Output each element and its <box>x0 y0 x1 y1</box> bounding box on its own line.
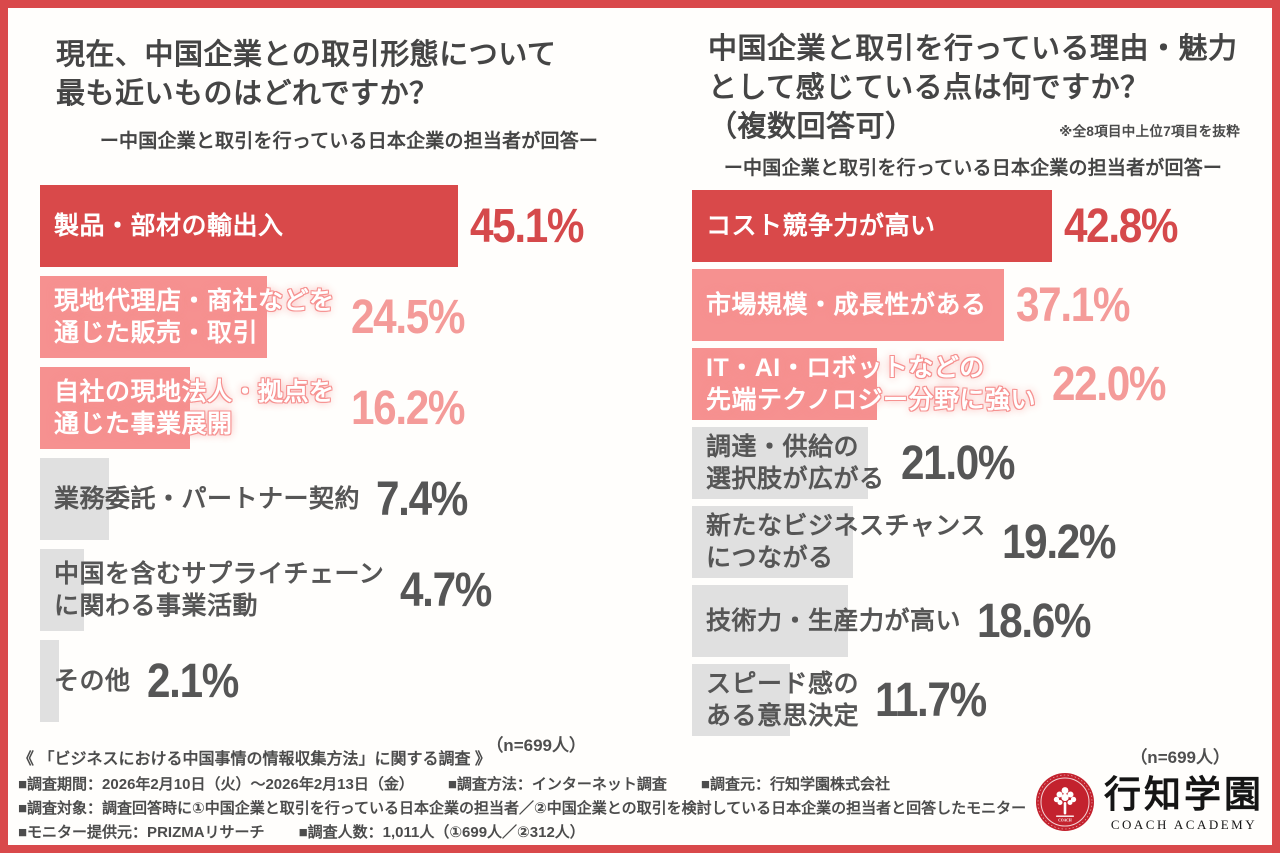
chart-left: 現在、中国企業との取引形態について 最も近いものはどれですか？ ー中国企業と取引… <box>40 36 658 756</box>
bar <box>692 190 1052 263</box>
bar-value: 42.8% <box>1064 199 1178 253</box>
bar-label: スピード感の ある意思決定 <box>706 669 860 731</box>
brand-name-en: COACH ACADEMY <box>1110 816 1258 832</box>
bar-row: 自社の現地法人・拠点を 通じた事業展開 16.2% <box>40 367 658 450</box>
brand-logo: COACH 行知学園 COACH ACADEMY <box>1035 772 1264 837</box>
bar-row: コスト競争力が高い 42.8% <box>692 190 1254 263</box>
bar-label: 自社の現地法人・拠点を 通じた事業展開 <box>54 377 335 439</box>
bar-wrap: 調達・供給の 選択肢が広がる <box>692 427 889 500</box>
bar-label: 新たなビジネスチャンス につながる <box>706 511 986 573</box>
bar-row: 技術力・生産力が高い 18.6% <box>692 585 1254 658</box>
survey-period: ■調査期間：2026年2月10日（火）〜2026年2月13日（金） <box>18 775 414 793</box>
chart-right-bars: コスト競争力が高い 42.8% 市場規模・成長性がある 37.1% IT・AI・ロボット… <box>692 190 1254 737</box>
survey-meta-row3: ■モニター提供元：PRIZMAリサーチ ■調査人数：1,011人（①699人／②… <box>18 821 1058 845</box>
bar-value: 16.2% <box>350 381 465 435</box>
bar <box>40 640 59 723</box>
brand-logo-text: 行知学園 COACH ACADEMY <box>1104 777 1264 833</box>
bar-label: その他 <box>54 667 131 696</box>
bar-value: 24.5% <box>350 290 465 344</box>
bar-label: 調達・供給の 選択肢が広がる <box>706 432 885 494</box>
bar <box>40 458 109 541</box>
bar-label: 市場規模・成長性がある <box>706 291 987 320</box>
chart-right-sample-size: （n=699人） <box>1130 748 1230 768</box>
survey-monitor-provider: ■モニター提供元：PRIZMAリサーチ <box>18 823 265 841</box>
bar-row: 現地代理店・商社などを 通じた販売・取引 24.5% <box>40 276 658 359</box>
survey-method: ■調査方法：インターネット調査 <box>447 775 667 793</box>
bar-label: 技術力・生産力が高い <box>706 607 962 636</box>
bar-value: 18.6% <box>977 594 1091 648</box>
bar <box>40 549 84 632</box>
bar <box>692 427 868 500</box>
survey-meta-row1: ■調査期間：2026年2月10日（火）〜2026年2月13日（金） ■調査方法：… <box>18 773 1058 797</box>
bar <box>692 348 877 421</box>
survey-source: ■調査元：行知学園株式会社 <box>700 775 890 793</box>
bar-label: IT・AI・ロボットなどの 先端テクノロジー分野に強い <box>706 353 1037 415</box>
bar-label: 現地代理店・商社などを 通じた販売・取引 <box>54 286 335 348</box>
survey-title: 《 「ビジネスにおける中国事情の情報収集方法」に関する調査 》 <box>18 751 491 768</box>
chart-right: 中国企業と取引を行っている理由・魅力 として感じている点は何ですか？ （複数回答… <box>692 30 1254 768</box>
chart-left-subtitle: ー中国企業と取引を行っている日本企業の担当者が回答ー <box>99 131 599 153</box>
bar-row: IT・AI・ロボットなどの 先端テクノロジー分野に強い 22.0% <box>692 348 1254 421</box>
chart-right-title-multi: （複数回答可） <box>708 111 915 144</box>
bar <box>40 185 458 268</box>
bar-value: 21.0% <box>900 436 1015 490</box>
svg-text:COACH: COACH <box>1058 819 1072 823</box>
bar <box>692 585 848 658</box>
bar-row: 製品・部材の輸出入 45.1% <box>40 185 658 268</box>
bar-row: 調達・供給の 選択肢が広がる 21.0% <box>692 427 1254 500</box>
bar-label: 製品・部材の輸出入 <box>54 212 284 241</box>
bar-row: 新たなビジネスチャンス につながる 19.2% <box>692 506 1254 579</box>
bar-wrap: コスト競争力が高い <box>692 190 1052 263</box>
bar-label: 中国を含むサプライチェーン に関わる事業活動 <box>54 559 385 621</box>
chart-left-bars: 製品・部材の輸出入 45.1% 現地代理店・商社などを 通じた販売・取引 24.5% 自… <box>40 185 658 723</box>
bar-label: コスト競争力が高い <box>706 212 936 241</box>
bar-value: 2.1% <box>146 654 239 708</box>
chart-left-sample-size: （n=699人） <box>486 736 586 756</box>
bar-wrap: 新たなビジネスチャンス につながる <box>692 506 990 579</box>
bar-row: スピード感の ある意思決定 11.7% <box>692 664 1254 737</box>
bar-wrap: 市場規模・成長性がある <box>692 269 1004 342</box>
chart-right-title: 中国企業と取引を行っている理由・魅力 として感じている点は何ですか？ <box>708 33 1238 105</box>
chart-right-note: ※全8項目中上位7項目を抜粋 <box>1059 124 1240 140</box>
bar-wrap: 現地代理店・商社などを 通じた販売・取引 <box>40 276 339 359</box>
bar-row: 中国を含むサプライチェーン に関わる事業活動 4.7% <box>40 549 658 632</box>
bar-row: 業務委託・パートナー契約 7.4% <box>40 458 658 541</box>
bar <box>692 506 853 579</box>
bar <box>40 276 267 359</box>
brand-name-jp: 行知学園 <box>1104 774 1264 816</box>
bar-wrap: スピード感の ある意思決定 <box>692 664 863 737</box>
bar-wrap: IT・AI・ロボットなどの 先端テクノロジー分野に強い <box>692 348 1040 421</box>
bar-label: 業務委託・パートナー契約 <box>54 485 361 514</box>
bar <box>40 367 190 450</box>
bar-value: 11.7% <box>875 673 987 727</box>
bar <box>692 269 1004 342</box>
seal-tree-icon: COACH <box>1035 772 1095 837</box>
bar-value: 19.2% <box>1001 515 1116 569</box>
chart-right-subtitle: ー中国企業と取引を行っている日本企業の担当者が回答ー <box>723 158 1223 180</box>
survey-meta-row2: ■調査対象：調査回答時に①中国企業と取引を行っている日本企業の担当者／②中国企業… <box>18 797 1058 821</box>
bar-value: 7.4% <box>376 472 468 526</box>
bar-wrap: 自社の現地法人・拠点を 通じた事業展開 <box>40 367 339 450</box>
survey-respondents: ■調査人数：1,011人（①699人／②312人） <box>298 823 585 841</box>
chart-left-title: 現在、中国企業との取引形態について 最も近いものはどれですか？ <box>56 39 557 111</box>
bar-value: 22.0% <box>1052 357 1166 411</box>
bar-value: 4.7% <box>400 563 492 617</box>
bar-wrap: 技術力・生産力が高い <box>692 585 965 658</box>
bar-wrap: 中国を含むサプライチェーン に関わる事業活動 <box>40 549 388 632</box>
bar-wrap: その他 <box>40 640 135 723</box>
bar-row: その他 2.1% <box>40 640 658 723</box>
survey-target: ■調査対象：調査回答時に①中国企業と取引を行っている日本企業の担当者／②中国企業… <box>18 799 1027 817</box>
bar-row: 市場規模・成長性がある 37.1% <box>692 269 1254 342</box>
survey-footer: 《 「ビジネスにおける中国事情の情報収集方法」に関する調査 》 ■調査期間：20… <box>18 747 1058 845</box>
chart-right-title-row3: （複数回答可） ※全8項目中上位7項目を抜粋 <box>708 108 1254 147</box>
bar <box>692 664 790 737</box>
bar-wrap: 業務委託・パートナー契約 <box>40 458 364 541</box>
bar-wrap: 製品・部材の輸出入 <box>40 185 458 268</box>
bar-value: 37.1% <box>1016 278 1130 332</box>
bar-value: 45.1% <box>470 199 584 253</box>
